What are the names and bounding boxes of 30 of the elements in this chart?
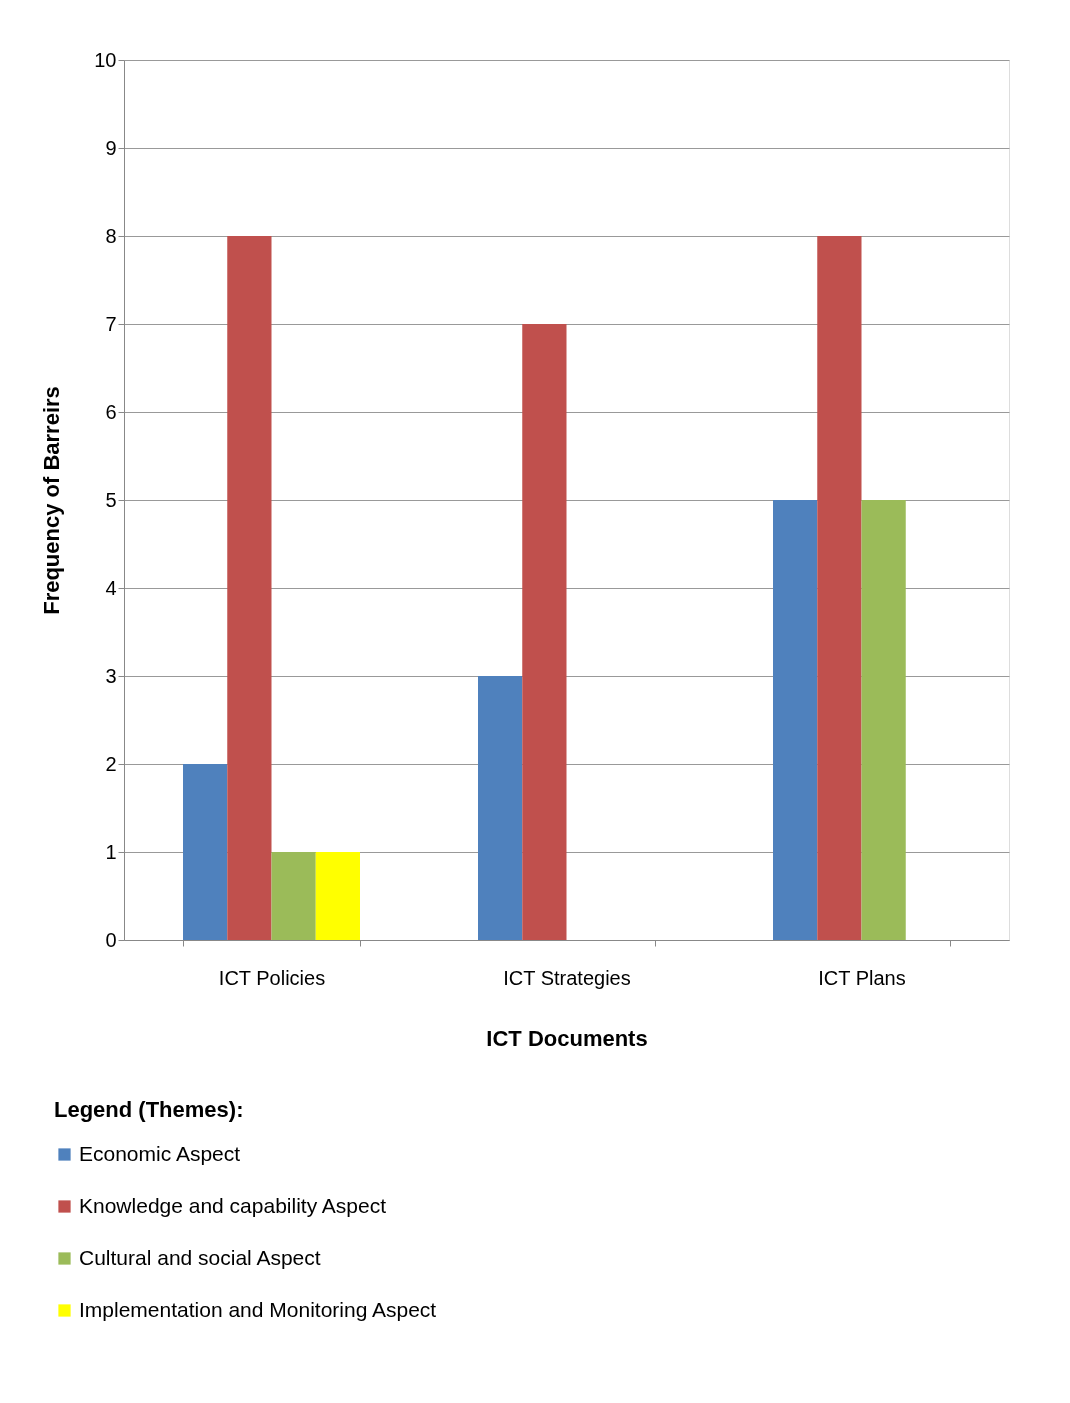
legend-label: Economic Aspect bbox=[79, 1141, 241, 1165]
bar bbox=[522, 324, 567, 940]
x-axis-title: ICT Documents bbox=[486, 1025, 648, 1051]
y-tick-label: 3 bbox=[105, 664, 117, 687]
bar bbox=[773, 500, 818, 940]
legend-title: Legend (Themes): bbox=[54, 1097, 244, 1122]
bar bbox=[315, 852, 360, 940]
x-tick-label: ICT Strategies bbox=[503, 966, 631, 989]
y-tick-label: 6 bbox=[105, 400, 117, 423]
bar bbox=[227, 236, 272, 940]
y-tick-label: 1 bbox=[105, 840, 117, 863]
y-tick-label: 0 bbox=[105, 928, 117, 951]
y-tick-label: 5 bbox=[105, 488, 117, 511]
x-tick-label: ICT Policies bbox=[218, 966, 326, 989]
legend-label: Implementation and Monitoring Aspect bbox=[79, 1297, 437, 1321]
y-axis-title: Frequency of Barreirs bbox=[39, 386, 65, 615]
y-tick-label: 2 bbox=[105, 752, 117, 775]
y-tick-label: 8 bbox=[105, 224, 117, 247]
y-tick-label: 7 bbox=[105, 312, 117, 335]
y-tick-label: 10 bbox=[94, 48, 117, 71]
bar bbox=[817, 236, 862, 940]
bar bbox=[861, 500, 906, 940]
bar bbox=[183, 764, 228, 940]
x-tick-label: ICT Plans bbox=[818, 966, 906, 989]
y-tick-label: 4 bbox=[105, 576, 117, 599]
bar bbox=[478, 676, 523, 940]
y-tick-label: 9 bbox=[105, 136, 117, 159]
bar bbox=[271, 852, 316, 940]
legend-label: Cultural and social Aspect bbox=[79, 1245, 321, 1269]
legend-label: Knowledge and capability Aspect bbox=[79, 1193, 387, 1217]
